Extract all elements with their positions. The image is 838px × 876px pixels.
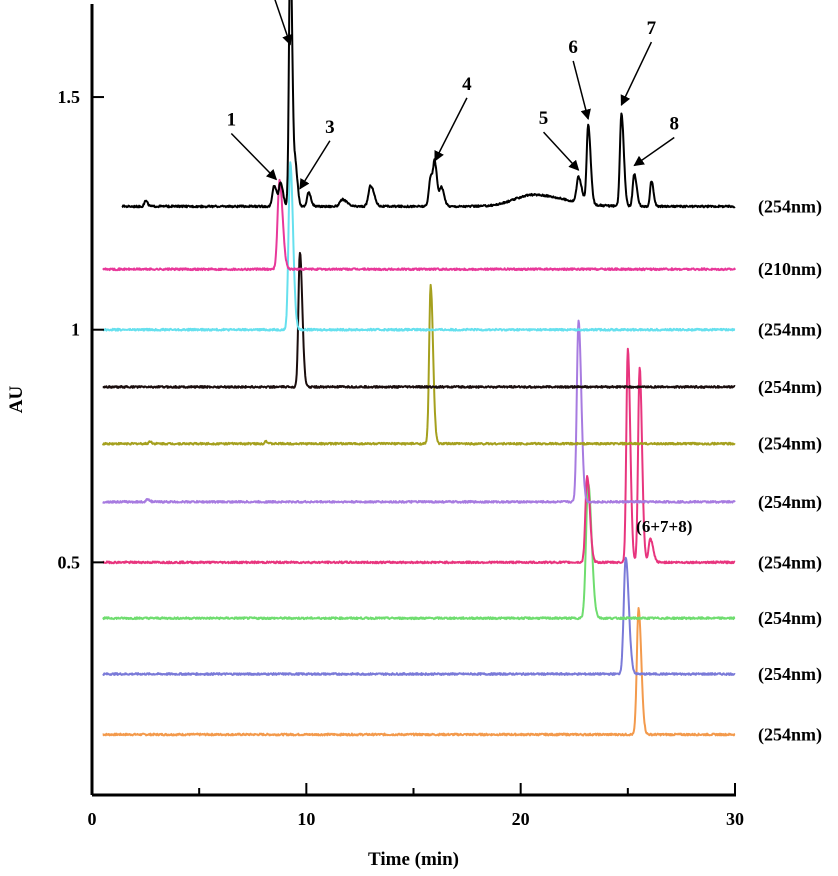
trace-line xyxy=(102,556,736,676)
trace-wavelength-label: (254nm) xyxy=(758,552,822,573)
peak-arrow xyxy=(299,140,331,190)
peak-arrow xyxy=(633,136,675,167)
trace-wavelength-label: (254nm) xyxy=(758,725,822,746)
trace-line xyxy=(102,319,736,504)
x-tick-label: 10 xyxy=(297,809,315,829)
y-tick-group: 0.5 1 1.5 xyxy=(58,87,104,572)
x-tick-group: 0 10 20 30 xyxy=(88,783,744,829)
peak-arrow xyxy=(230,132,278,181)
trace-line xyxy=(102,482,736,621)
trace-wavelength-label: (254nm) xyxy=(758,434,822,455)
x-tick-label: 20 xyxy=(512,809,530,829)
trace-line xyxy=(101,283,736,446)
trace-group xyxy=(101,0,736,737)
trace-line xyxy=(102,251,736,389)
peak-arrow xyxy=(572,60,591,120)
trace-line xyxy=(102,347,736,565)
x-tick-label: 0 xyxy=(88,809,97,829)
x-axis-title: Time (min) xyxy=(368,849,459,870)
trace-label-group: (254nm) (210nm) (254nm) (254nm) (254nm) (254n… xyxy=(758,196,822,745)
peak-arrow xyxy=(434,97,468,162)
peak-number-label: 7 xyxy=(647,18,657,39)
peak-number-label: 5 xyxy=(539,108,549,129)
trace-wavelength-label: (254nm) xyxy=(758,377,822,398)
y-tick-label: 1 xyxy=(71,320,80,340)
combined-peaks-label: (6+7+8) xyxy=(636,517,692,536)
peak-number-label: 8 xyxy=(670,114,680,135)
peak-arrow xyxy=(274,0,293,46)
trace-wavelength-label: (254nm) xyxy=(758,664,822,685)
peak-arrow xyxy=(620,41,653,106)
peak-number-label: 4 xyxy=(462,74,472,95)
annotation-group: 12345678 xyxy=(227,0,680,190)
peak-arrow xyxy=(542,131,580,171)
trace-line xyxy=(121,0,736,209)
trace-wavelength-label: (254nm) xyxy=(758,196,822,217)
y-tick-label: 1.5 xyxy=(58,87,81,107)
y-axis-title: AU xyxy=(6,386,27,414)
trace-wavelength-label: (254nm) xyxy=(758,608,822,629)
trace-line xyxy=(102,161,736,332)
trace-line xyxy=(102,607,736,737)
peak-number-label: 3 xyxy=(325,117,335,138)
trace-line xyxy=(102,178,736,272)
trace-wavelength-label: (210nm) xyxy=(758,259,822,280)
peak-number-label: 6 xyxy=(568,37,578,58)
trace-wavelength-label: (254nm) xyxy=(758,320,822,341)
peak-number-label: 1 xyxy=(227,109,237,130)
y-tick-label: 0.5 xyxy=(58,552,81,572)
x-tick-label: 30 xyxy=(726,809,744,829)
trace-wavelength-label: (254nm) xyxy=(758,492,822,513)
